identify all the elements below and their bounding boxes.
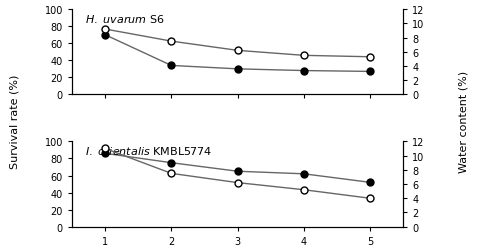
Text: Water content (%): Water content (%) — [458, 70, 468, 172]
Text: Survival rate (%): Survival rate (%) — [10, 74, 19, 168]
Text: $\it{H.\ uvarum}$ S6: $\it{H.\ uvarum}$ S6 — [85, 13, 165, 25]
Text: $\it{I.\ orientalis}$ KMBL5774: $\it{I.\ orientalis}$ KMBL5774 — [85, 144, 212, 156]
